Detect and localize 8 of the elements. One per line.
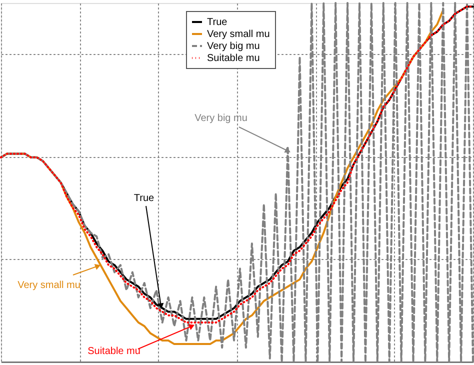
legend-label: Suitable mu — [207, 53, 260, 64]
annotation: Very small mu — [18, 280, 80, 291]
annotation: Very big mu — [194, 113, 248, 124]
legend-label: True — [207, 17, 228, 28]
annotation: True — [134, 193, 155, 204]
annotation: Suitable mu — [88, 346, 140, 357]
legend-label: Very small mu — [207, 29, 270, 40]
legend-label: Very big mu — [207, 41, 260, 52]
